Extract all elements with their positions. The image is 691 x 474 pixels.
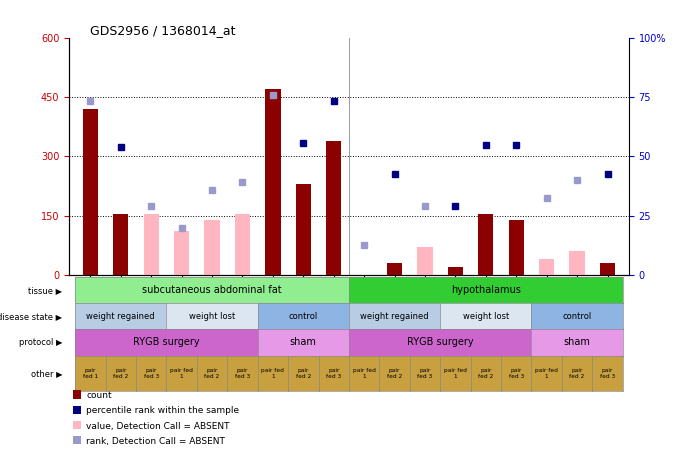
- Bar: [387, 263, 402, 275]
- Text: hypothalamus: hypothalamus: [451, 285, 521, 295]
- Text: pair
fed 1: pair fed 1: [83, 368, 98, 379]
- Text: percentile rank within the sample: percentile rank within the sample: [86, 407, 240, 415]
- Text: weight lost: weight lost: [463, 312, 509, 321]
- Bar: [205, 219, 220, 275]
- Text: pair fed
1: pair fed 1: [444, 368, 467, 379]
- Text: pair
fed 3: pair fed 3: [417, 368, 433, 379]
- Bar: [174, 231, 189, 275]
- Text: other ▶: other ▶: [30, 369, 62, 378]
- Text: control: control: [289, 312, 318, 321]
- Text: sham: sham: [564, 337, 591, 347]
- Bar: [600, 263, 615, 275]
- Bar: [539, 259, 554, 275]
- Text: weight regained: weight regained: [360, 312, 429, 321]
- Text: pair
fed 3: pair fed 3: [326, 368, 341, 379]
- Text: pair
fed 3: pair fed 3: [235, 368, 250, 379]
- Bar: [144, 214, 159, 275]
- Text: pair fed
1: pair fed 1: [536, 368, 558, 379]
- Text: pair fed
1: pair fed 1: [261, 368, 284, 379]
- Bar: [235, 214, 250, 275]
- Bar: [326, 141, 341, 275]
- Text: pair
fed 3: pair fed 3: [600, 368, 615, 379]
- Text: weight regained: weight regained: [86, 312, 155, 321]
- Text: rank, Detection Call = ABSENT: rank, Detection Call = ABSENT: [86, 437, 225, 446]
- Text: weight lost: weight lost: [189, 312, 235, 321]
- Text: pair
fed 3: pair fed 3: [509, 368, 524, 379]
- Text: pair
fed 2: pair fed 2: [205, 368, 220, 379]
- Bar: [417, 247, 433, 275]
- Text: control: control: [562, 312, 591, 321]
- Text: disease state ▶: disease state ▶: [0, 312, 62, 321]
- Text: RYGB surgery: RYGB surgery: [133, 337, 200, 347]
- Text: pair
fed 2: pair fed 2: [296, 368, 311, 379]
- Text: GDS2956 / 1368014_at: GDS2956 / 1368014_at: [90, 24, 236, 36]
- Text: pair
fed 3: pair fed 3: [144, 368, 159, 379]
- Text: pair
fed 2: pair fed 2: [113, 368, 129, 379]
- Text: count: count: [86, 392, 112, 400]
- Bar: [113, 214, 129, 275]
- Bar: [296, 184, 311, 275]
- Text: RYGB surgery: RYGB surgery: [407, 337, 473, 347]
- Text: value, Detection Call = ABSENT: value, Detection Call = ABSENT: [86, 422, 230, 430]
- Bar: [265, 89, 281, 275]
- Text: tissue ▶: tissue ▶: [28, 286, 62, 295]
- Text: subcutaneous abdominal fat: subcutaneous abdominal fat: [142, 285, 282, 295]
- Bar: [509, 219, 524, 275]
- Bar: [448, 267, 463, 275]
- Text: sham: sham: [290, 337, 316, 347]
- Bar: [478, 214, 493, 275]
- Text: pair
fed 2: pair fed 2: [569, 368, 585, 379]
- Bar: [569, 251, 585, 275]
- Text: protocol ▶: protocol ▶: [19, 338, 62, 347]
- Text: pair
fed 2: pair fed 2: [478, 368, 493, 379]
- Bar: [83, 109, 98, 275]
- Text: pair fed
1: pair fed 1: [352, 368, 376, 379]
- Text: pair fed
1: pair fed 1: [170, 368, 193, 379]
- Text: pair
fed 2: pair fed 2: [387, 368, 402, 379]
